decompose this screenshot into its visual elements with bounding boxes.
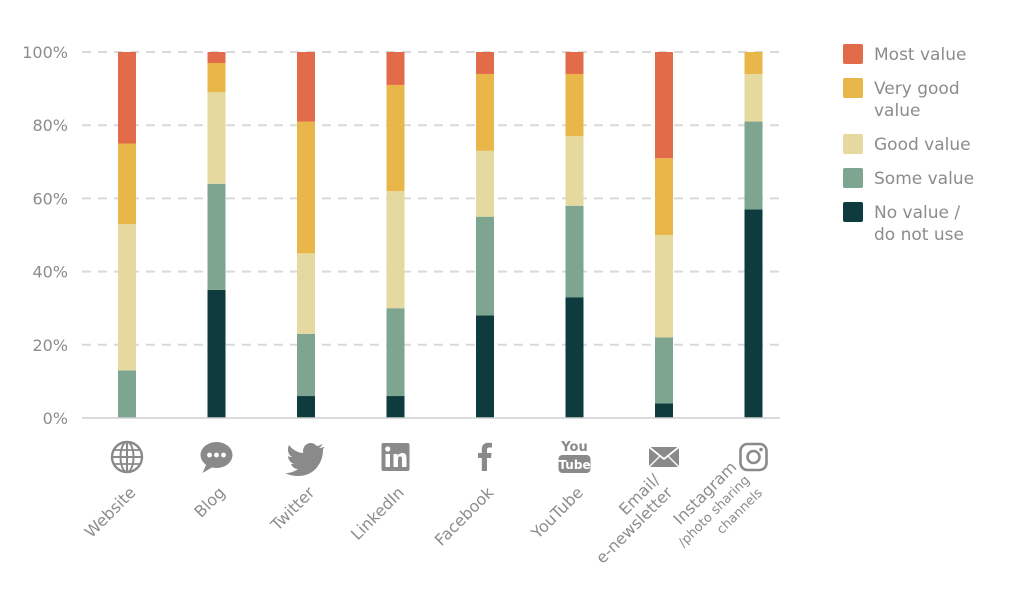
youtube-icon: You Tube	[558, 440, 591, 473]
bar-segment	[118, 52, 136, 144]
bar-stack	[386, 52, 405, 418]
bar-segment	[118, 370, 136, 418]
legend-swatch	[843, 134, 863, 154]
legend-item: Good value	[843, 134, 971, 155]
bar-segment	[565, 73, 584, 137]
bar-stack	[655, 52, 673, 418]
bar-segment	[297, 396, 315, 418]
legend-label: Good value	[874, 135, 971, 155]
twitter-bird-icon	[284, 443, 325, 476]
category-label: Facebook	[431, 482, 498, 549]
bar-segment	[118, 224, 136, 371]
instagram-icon	[739, 442, 768, 472]
linkedin-icon	[381, 443, 410, 471]
legend-swatch	[843, 78, 863, 98]
bar-segment	[297, 253, 315, 334]
speech-bubble-icon	[200, 442, 233, 473]
y-tick-label: 0%	[43, 409, 68, 428]
bar-segment	[476, 150, 494, 217]
legend-item: Very good value	[843, 78, 960, 121]
bar-segment	[565, 52, 584, 74]
bar-segment	[744, 52, 763, 74]
category-label: Email/e-newsletter	[579, 470, 677, 568]
bar-segment	[565, 297, 584, 418]
svg-text:You: You	[560, 440, 587, 455]
bar-segment	[744, 121, 763, 210]
bar-segment	[386, 191, 405, 309]
globe-icon	[110, 440, 144, 474]
legend-item: Most value	[843, 44, 966, 65]
bar-segment	[476, 315, 494, 418]
bar-segment	[386, 396, 405, 418]
y-axis-tick-labels: 0% 20% 40% 60% 80% 100%	[22, 43, 68, 428]
bar-segment	[118, 143, 136, 225]
bar-segment	[207, 92, 226, 184]
bar-stack	[118, 52, 136, 418]
bar-segment	[565, 136, 584, 206]
y-tick-label: 40%	[32, 263, 68, 282]
bar-stack	[207, 52, 226, 418]
bar-stack	[565, 52, 584, 418]
bar-segment	[565, 205, 584, 298]
svg-text:Tube: Tube	[558, 458, 590, 472]
legend-item: Some value	[843, 168, 974, 189]
legend-label: No value / do not use	[874, 203, 964, 245]
bar-segment	[655, 337, 673, 404]
legend-item: No value / do not use	[843, 202, 964, 245]
legend-label: Some value	[874, 169, 974, 189]
bar-segment	[476, 73, 494, 151]
bar-segment	[476, 52, 494, 74]
bar-segment	[655, 158, 673, 235]
category-labels: Website Blog Twitter LinkedIn Facebook YouTub…	[81, 457, 766, 567]
bar-segment	[744, 73, 763, 122]
category-label: Website	[81, 483, 140, 542]
bar-segment	[297, 52, 315, 122]
category-icons: You Tube	[110, 440, 768, 476]
y-tick-label: 100%	[22, 43, 68, 62]
facebook-icon	[478, 442, 492, 471]
bar-stack	[744, 52, 763, 418]
bar-segment	[655, 403, 673, 418]
legend-swatch	[843, 44, 863, 64]
category-label: YouTube	[527, 483, 587, 543]
legend: Most value Very good value Good value Some v…	[843, 44, 974, 245]
bar-segment	[297, 333, 315, 397]
legend-swatch	[843, 168, 863, 188]
bars	[118, 52, 763, 418]
envelope-icon	[648, 446, 680, 468]
y-tick-label: 80%	[32, 116, 68, 135]
bar-segment	[207, 183, 226, 290]
category-label: Blog	[190, 483, 228, 521]
bar-stack	[297, 52, 315, 418]
legend-label: Very good value	[874, 79, 960, 121]
category-label: Twitter	[266, 483, 318, 535]
legend-swatch	[843, 202, 863, 222]
bar-segment	[297, 121, 315, 254]
bar-segment	[744, 209, 763, 418]
bar-segment	[655, 235, 673, 338]
grid-lines	[82, 51, 780, 346]
bar-segment	[476, 216, 494, 316]
bar-segment	[655, 52, 673, 159]
category-label: Instagram/photo sharingchannels	[660, 457, 766, 563]
y-tick-label: 60%	[32, 189, 68, 208]
bar-segment	[207, 289, 226, 418]
y-tick-label: 20%	[32, 336, 68, 355]
bar-segment	[386, 52, 405, 85]
bar-segment	[386, 308, 405, 397]
category-label: LinkedIn	[347, 483, 408, 544]
bar-stack	[476, 52, 494, 418]
bar-segment	[207, 52, 226, 63]
legend-label: Most value	[874, 45, 966, 65]
bar-segment	[386, 84, 405, 192]
bar-segment	[207, 62, 226, 93]
